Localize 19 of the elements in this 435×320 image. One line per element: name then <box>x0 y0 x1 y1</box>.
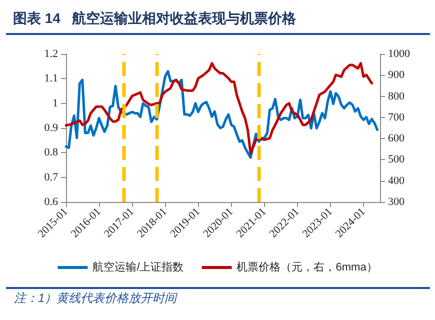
y2-tick-label: 900 <box>388 69 405 82</box>
y2-tick-label: 400 <box>388 174 405 187</box>
y2-tick-label: 300 <box>388 196 405 208</box>
chart-title: 图表 14 航空运输业相对收益表现与机票价格 <box>13 10 298 26</box>
text: 注：1）黄线代表价格放开时间 <box>14 291 179 305</box>
legend-label: 航空运输/上证指数 <box>92 260 184 274</box>
y-tick-label: 0.6 <box>44 196 58 208</box>
y2-tick-label: 1000 <box>388 48 410 60</box>
y-tick-label: 1.1 <box>44 72 58 85</box>
legend-label: 机票价格（元，右，6mma） <box>236 262 378 274</box>
y2-tick-label: 600 <box>388 132 405 145</box>
y-tick-label: 0.7 <box>44 171 58 184</box>
y-tick-label: 1.2 <box>44 48 58 60</box>
y2-tick-label: 800 <box>388 90 405 102</box>
y-tick-label: 1 <box>52 97 58 110</box>
y2-tick-label: 500 <box>388 154 405 166</box>
y-tick-label: 0.8 <box>44 146 58 159</box>
y-tick-label: 0.9 <box>44 122 58 134</box>
y2-tick-label: 700 <box>388 111 405 124</box>
